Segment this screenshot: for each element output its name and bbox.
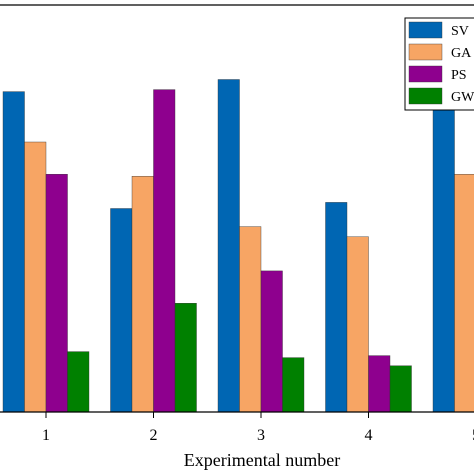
x-tick-label-1: 1 — [42, 427, 50, 444]
bar-sv-4 — [325, 202, 348, 413]
bar-sv-1 — [2, 91, 25, 413]
legend-label-sv: SV — [451, 24, 469, 39]
axes-group — [0, 4, 474, 413]
legend-label-gw: GW — [451, 90, 474, 105]
x-ticks-group: 1 2 3 4 5 — [42, 412, 474, 444]
legend-swatch-gw — [408, 87, 443, 105]
bar-ga-4 — [346, 236, 369, 413]
bar-gw-3 — [282, 357, 305, 413]
bar-ga-5 — [454, 173, 474, 413]
x-axis-label: Experimental number — [184, 450, 340, 470]
legend-swatch-sv — [408, 21, 443, 39]
bar-sv-2 — [110, 208, 133, 413]
bar-ps-2 — [153, 89, 176, 413]
bar-gw-2 — [174, 303, 197, 413]
bar-gw-1 — [67, 351, 90, 413]
bar-ga-2 — [131, 175, 154, 413]
x-tick-label-2: 2 — [150, 427, 158, 444]
bar-sv-5 — [432, 57, 455, 413]
legend-label-ps: PS — [451, 68, 467, 83]
x-tick-label-4: 4 — [365, 427, 373, 444]
bar-ps-3 — [260, 270, 283, 413]
legend: SV GA PS GW — [404, 17, 474, 111]
bar-gw-4 — [389, 365, 412, 413]
legend-label-ga: GA — [451, 46, 472, 61]
legend-swatch-ga — [408, 43, 443, 61]
bar-ga-3 — [239, 226, 262, 413]
bar-ps-1 — [45, 173, 68, 413]
x-tick-label-3: 3 — [257, 427, 265, 444]
x-tick-label-5: 5 — [472, 427, 474, 444]
bar-ga-1 — [24, 141, 47, 413]
legend-swatch-ps — [408, 65, 443, 83]
bar-sv-3 — [217, 79, 240, 413]
bars-group — [2, 57, 474, 413]
bar-ps-4 — [368, 355, 391, 413]
